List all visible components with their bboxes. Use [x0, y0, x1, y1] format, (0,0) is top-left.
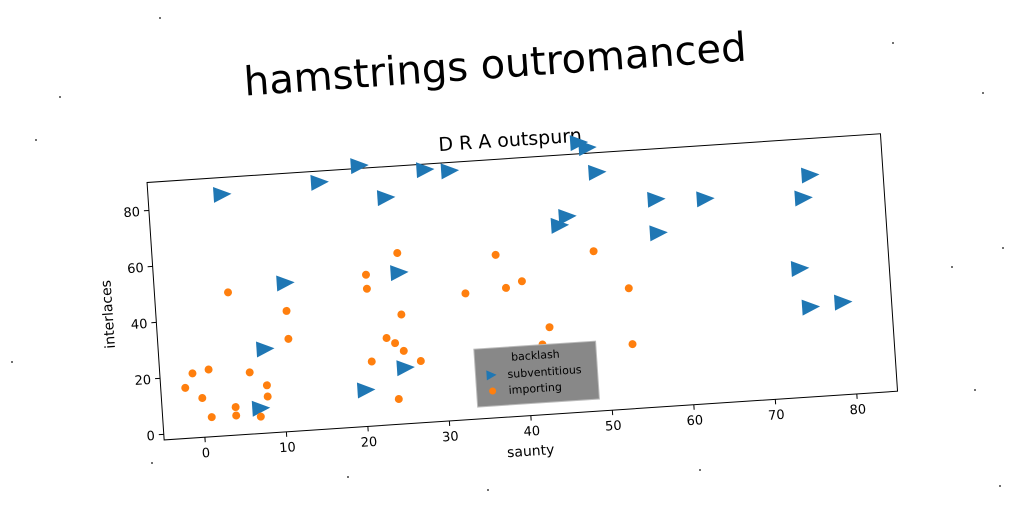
point-importing — [256, 412, 265, 421]
point-importing — [416, 357, 425, 366]
legend-label-importing: importing — [508, 380, 562, 397]
point-importing — [361, 270, 370, 279]
point-importing — [245, 368, 254, 377]
y-tick-label: 0 — [146, 429, 155, 445]
legend-title: backlash — [511, 348, 560, 364]
y-axis-label: interlaces — [98, 280, 119, 350]
point-importing — [628, 340, 637, 349]
point-importing — [231, 403, 240, 412]
y-tick-label: 20 — [134, 373, 152, 389]
x-axis: 0 10 20 30 40 50 60 70 80 — [201, 393, 867, 461]
point-subventitious — [588, 164, 607, 181]
chart-title: D R A outspurn — [438, 125, 583, 156]
point-importing — [394, 395, 403, 404]
point-subventitious — [558, 208, 577, 225]
y-axis: 0 20 40 60 80 — [123, 205, 164, 445]
series-subventitious — [212, 135, 853, 417]
series-layer — [181, 135, 853, 422]
point-subventitious — [790, 260, 810, 277]
point-importing — [589, 247, 598, 256]
point-importing — [461, 289, 470, 298]
point-importing — [391, 339, 400, 348]
point-subventitious — [396, 360, 415, 377]
point-subventitious — [550, 217, 570, 234]
point-importing — [362, 284, 371, 293]
point-importing — [188, 369, 197, 378]
point-subventitious — [255, 341, 275, 358]
legend-box — [473, 340, 600, 408]
point-subventitious — [833, 294, 853, 311]
point-subventitious — [578, 140, 597, 157]
y-tick-label: 60 — [127, 261, 145, 277]
legend-label-subventitious: subventitious — [507, 363, 582, 381]
x-tick-label: 70 — [768, 408, 786, 424]
point-subventitious — [376, 190, 396, 207]
legend: backlash subventitious importing — [473, 340, 600, 408]
point-importing — [262, 381, 271, 390]
x-tick-label: 80 — [849, 402, 867, 418]
x-tick-label: 0 — [201, 446, 210, 462]
point-subventitious — [647, 191, 666, 208]
point-importing — [284, 334, 293, 343]
point-subventitious — [350, 158, 369, 175]
point-subventitious — [276, 275, 295, 292]
point-importing — [382, 334, 391, 343]
point-subventitious — [794, 190, 813, 207]
legend-marker-subventitious — [486, 370, 497, 381]
point-subventitious — [415, 162, 435, 179]
point-importing — [545, 323, 554, 332]
point-importing — [232, 411, 241, 420]
point-importing — [282, 306, 291, 315]
x-tick-label: 10 — [279, 440, 297, 456]
chart-suptitle: hamstrings outromanced — [242, 25, 748, 106]
point-importing — [624, 284, 633, 293]
x-tick-label: 40 — [523, 424, 541, 440]
x-tick-label: 30 — [442, 429, 460, 445]
point-importing — [181, 383, 190, 392]
legend-marker-importing — [489, 387, 497, 395]
point-importing — [393, 248, 402, 257]
point-importing — [263, 392, 272, 401]
point-importing — [367, 357, 376, 366]
point-importing — [397, 310, 406, 319]
chart-group: D R A outspurn 0 10 20 30 40 50 60 70 80 0 20 40 60… — [98, 125, 899, 461]
point-subventitious — [310, 174, 329, 191]
point-importing — [399, 346, 408, 355]
background-specks — [11, 17, 1004, 491]
point-importing — [204, 365, 213, 374]
point-subventitious — [696, 191, 715, 208]
point-importing — [198, 394, 207, 403]
x-axis-label: saunty — [507, 442, 555, 461]
point-importing — [501, 283, 510, 292]
point-subventitious — [649, 225, 668, 242]
point-subventitious — [251, 400, 271, 417]
series-importing — [181, 247, 637, 422]
point-importing — [491, 250, 500, 259]
point-importing — [207, 413, 216, 422]
point-subventitious — [801, 167, 820, 184]
point-subventitious — [356, 382, 376, 399]
point-subventitious — [212, 186, 232, 203]
y-tick-label: 40 — [130, 317, 148, 333]
y-tick-label: 80 — [123, 205, 141, 221]
x-tick-label: 50 — [605, 419, 623, 435]
x-tick-label: 60 — [686, 413, 704, 429]
point-subventitious — [801, 299, 821, 316]
point-subventitious — [440, 163, 460, 180]
point-importing — [224, 288, 233, 297]
point-importing — [517, 277, 526, 286]
x-tick-label: 20 — [360, 435, 378, 451]
point-subventitious — [390, 265, 409, 282]
